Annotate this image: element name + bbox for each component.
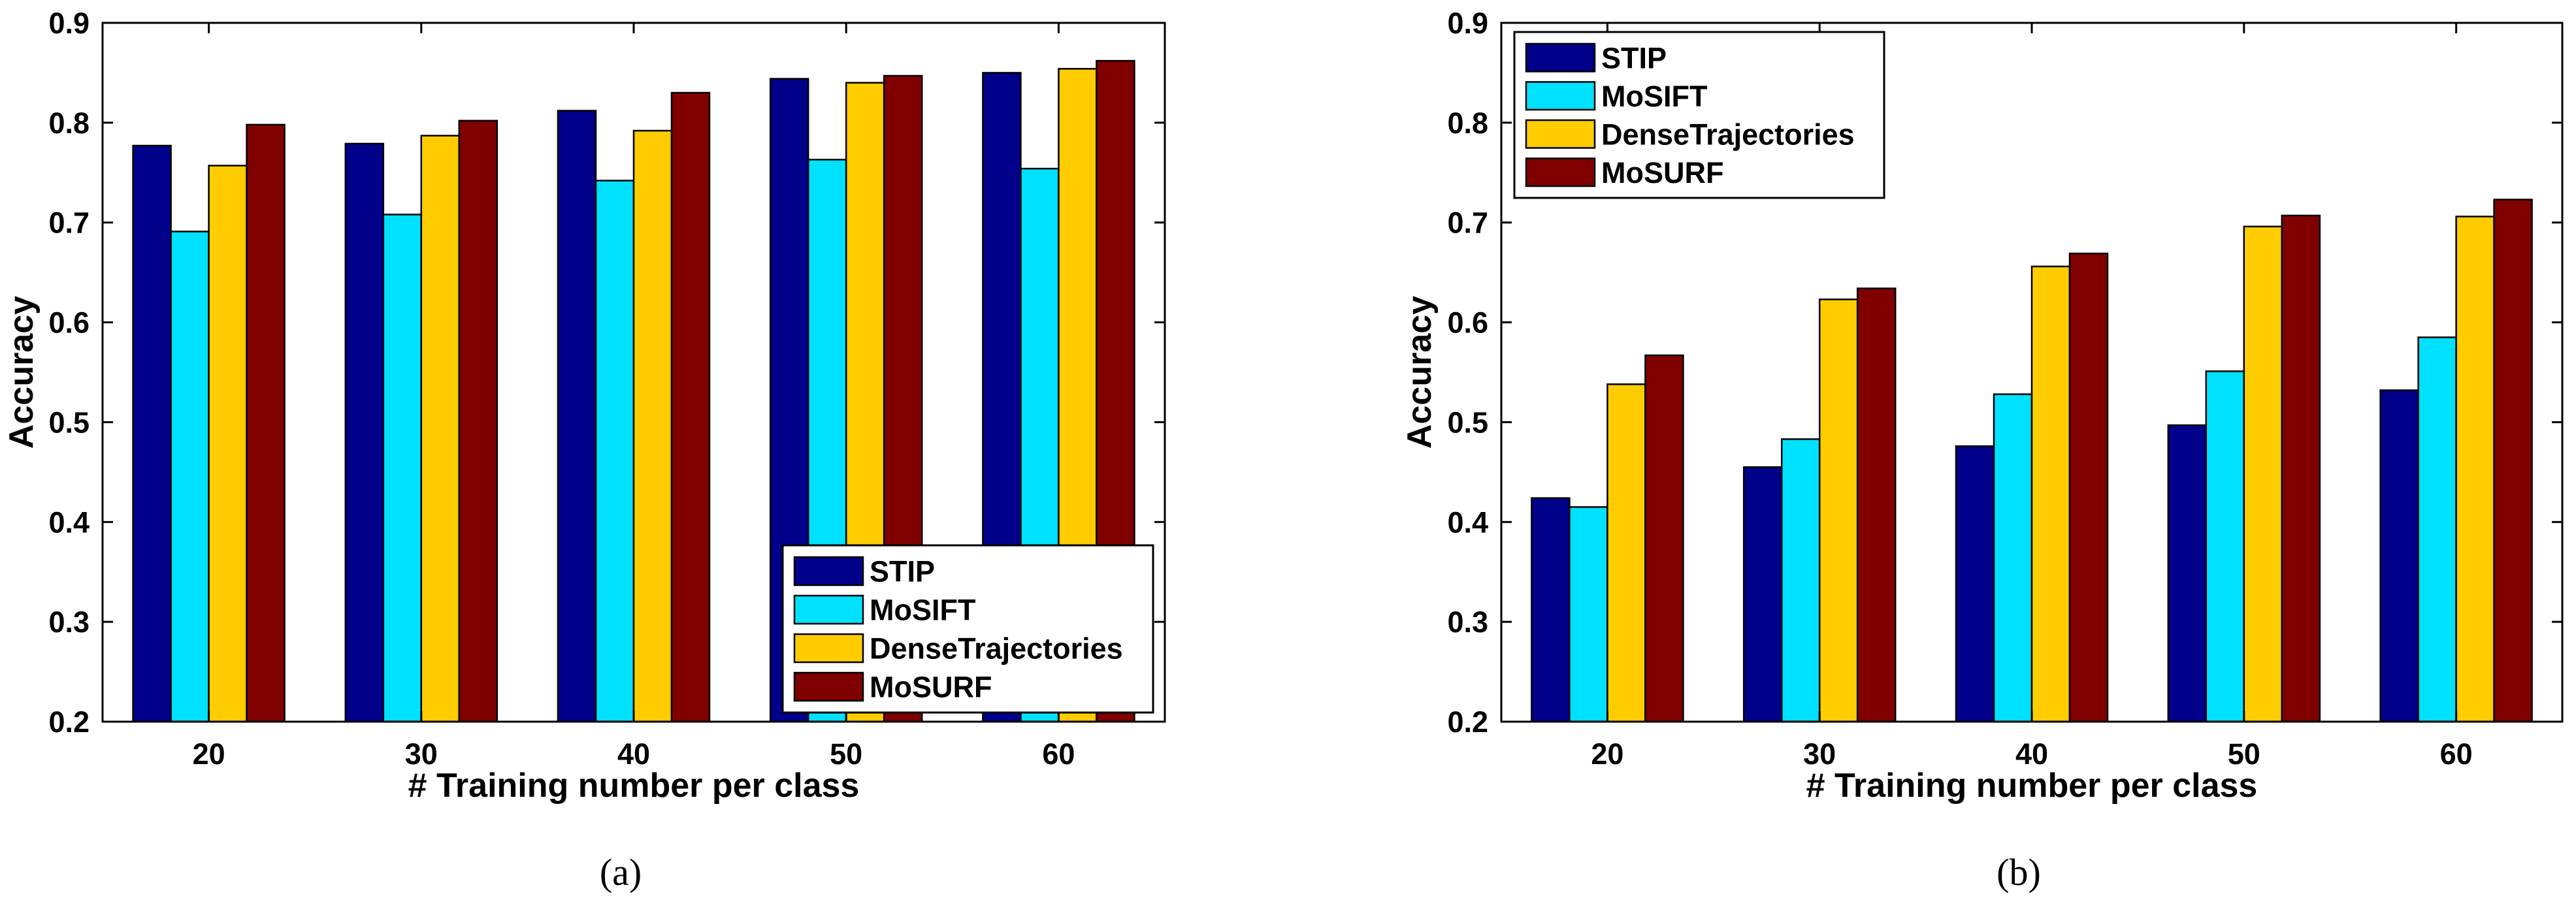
x-tick-label: 40 xyxy=(617,737,650,771)
bar-mosurf-40 xyxy=(670,91,711,723)
bar-mosift-60 xyxy=(2417,336,2457,723)
legend: STIP MoSIFT DenseTrajectories MoSURF xyxy=(781,544,1154,714)
x-tick-label: 60 xyxy=(1042,737,1075,771)
y-tick-label: 0.9 xyxy=(1447,7,1488,40)
y-tick-label: 0.8 xyxy=(48,106,90,140)
chart-a: 0.2 0.3 0.4 0.5 0.6 0.7 0.8 0.9 20 30 40 50 60 # Trai… xyxy=(3,7,1166,893)
y-tick-label: 0.2 xyxy=(48,705,90,739)
bar-densetrajectories-40 xyxy=(2030,265,2071,723)
legend-swatch-stip xyxy=(1525,42,1596,72)
bar-stip-60 xyxy=(2379,389,2419,723)
bar-densetrajectories-30 xyxy=(1818,298,1859,723)
bar-mosift-20 xyxy=(1569,506,1608,723)
legend-label-stip: STIP xyxy=(870,555,935,588)
x-tick-label: 30 xyxy=(405,737,438,771)
caption: (a) xyxy=(600,851,642,893)
legend-label-mosift: MoSIFT xyxy=(1601,80,1707,113)
chart-b: 0.2 0.3 0.4 0.5 0.6 0.7 0.8 0.9 20 30 40 50 60 # Trai… xyxy=(1401,7,2564,893)
bar-mosurf-40 xyxy=(2068,252,2109,723)
x-tick-label: 20 xyxy=(193,737,225,771)
y-axis-label: Accuracy xyxy=(1401,296,1439,449)
legend-swatch-densetrajectories xyxy=(793,633,864,664)
legend-swatch-densetrajectories xyxy=(1525,119,1596,149)
legend-label-mosurf: MoSURF xyxy=(1601,156,1723,189)
bar-mosift-30 xyxy=(382,214,423,723)
bar-stip-40 xyxy=(557,110,597,723)
y-tick-label: 0.8 xyxy=(1447,106,1488,140)
y-tick-label: 0.6 xyxy=(48,306,90,340)
bar-stip-20 xyxy=(1531,497,1571,723)
caption: (b) xyxy=(1997,851,2041,893)
bar-stip-40 xyxy=(1955,445,1995,723)
x-tick-label: 20 xyxy=(1591,737,1623,771)
legend-label-mosurf: MoSURF xyxy=(870,671,992,704)
y-tick-label: 0.2 xyxy=(1447,705,1488,739)
bar-mosift-40 xyxy=(1993,393,2033,723)
legend-label-densetrajectories: DenseTrajectories xyxy=(870,632,1123,665)
bar-mosurf-50 xyxy=(2281,214,2321,723)
y-tick-label: 0.4 xyxy=(1447,505,1488,539)
legend-swatch-mosift xyxy=(793,594,864,625)
y-tick-label: 0.5 xyxy=(48,406,90,439)
bar-mosift-20 xyxy=(170,231,210,723)
bar-stip-30 xyxy=(344,142,385,723)
bar-mosift-40 xyxy=(595,180,635,723)
y-tick-label: 0.9 xyxy=(48,7,90,40)
x-tick-label: 50 xyxy=(830,737,862,771)
y-tick-label: 0.3 xyxy=(1447,605,1488,639)
y-axis-label: Accuracy xyxy=(3,296,41,449)
legend-label-densetrajectories: DenseTrajectories xyxy=(1601,118,1855,151)
bar-mosurf-60 xyxy=(2493,199,2533,723)
y-tick-label: 0.4 xyxy=(48,505,90,539)
legend-swatch-stip xyxy=(793,556,864,586)
legend-label-stip: STIP xyxy=(1601,41,1667,74)
bar-stip-50 xyxy=(2167,424,2208,723)
bar-densetrajectories-30 xyxy=(420,135,461,723)
bar-densetrajectories-20 xyxy=(208,165,248,723)
legend: STIP MoSIFT DenseTrajectories MoSURF xyxy=(1513,31,1885,199)
bar-stip-20 xyxy=(132,144,172,723)
bar-mosift-50 xyxy=(2205,370,2245,723)
x-axis-label: # Training number per class xyxy=(408,767,860,805)
x-tick-label: 30 xyxy=(1803,737,1836,771)
y-tick-label: 0.6 xyxy=(1447,306,1488,340)
y-tick-label: 0.7 xyxy=(1447,206,1488,240)
bar-densetrajectories-20 xyxy=(1606,383,1646,723)
legend-label-mosift: MoSIFT xyxy=(870,594,975,627)
x-axis-label: # Training number per class xyxy=(1806,767,2258,805)
y-tick-label: 0.7 xyxy=(48,206,90,240)
legend-swatch-mosurf xyxy=(1525,157,1596,187)
bar-mosurf-20 xyxy=(1644,354,1684,723)
x-tick-label: 60 xyxy=(2440,737,2473,771)
y-tick-label: 0.5 xyxy=(1447,406,1488,439)
bar-densetrajectories-40 xyxy=(632,129,673,723)
x-tick-label: 50 xyxy=(2228,737,2260,771)
bar-mosurf-20 xyxy=(246,123,285,723)
y-tick-label: 0.3 xyxy=(48,605,90,639)
bar-densetrajectories-50 xyxy=(2243,225,2283,723)
legend-swatch-mosift xyxy=(1525,81,1596,111)
bar-mosift-30 xyxy=(1780,438,1821,723)
bar-densetrajectories-60 xyxy=(2455,216,2495,723)
bar-stip-30 xyxy=(1742,466,1783,723)
bar-mosurf-30 xyxy=(1856,287,1897,723)
bar-mosurf-30 xyxy=(458,120,498,723)
x-tick-label: 40 xyxy=(2015,737,2048,771)
legend-swatch-mosurf xyxy=(793,671,864,702)
